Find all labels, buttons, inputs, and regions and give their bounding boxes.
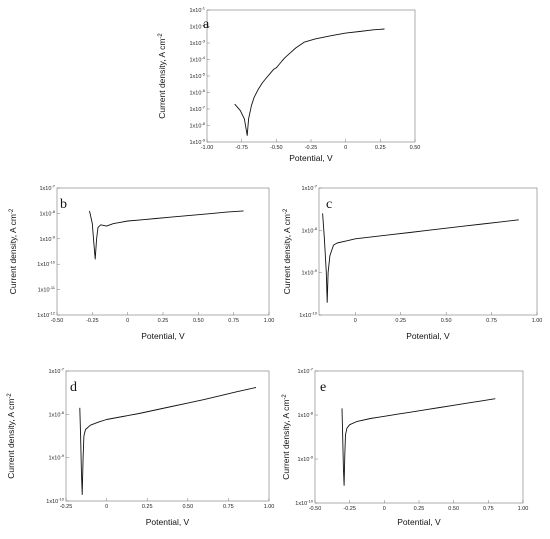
x-tick-label: 0.75 [486,318,497,324]
x-tick-label: 1.00 [532,318,543,324]
x-tick-label: 0 [105,504,108,510]
x-tick-label: 0.25 [375,145,386,151]
y-axis-label: Current density, A cm-2 [8,208,18,294]
x-tick-label: 0.50 [182,504,193,510]
x-tick-label: 0 [126,318,129,324]
x-tick-label: 0.25 [395,318,406,324]
y-tick-label: 1x10-7 [49,367,65,376]
plot-frame [206,9,416,143]
y-tick-label: 1x10-12 [37,311,55,320]
panel-b: 1x10-71x10-81x10-91x10-101x10-111x10-12-… [8,184,274,342]
y-tick-label: 1x10-4 [190,55,206,64]
polarization-curve [234,28,385,136]
x-axis-label: Potential, V [141,331,185,341]
y-tick-label: 1x10-9 [302,268,318,277]
polarization-curve [341,398,496,486]
panel-c: 1x10-7 1x10-8 1x10-9 1x10-10 0 0.25 0.50 0.75 1.… [282,184,542,342]
x-tick-label: -0.25 [343,506,356,512]
x-tick-label: -0.50 [270,145,283,151]
x-tick-label: -1.00 [201,145,214,151]
y-axis-label: Current density, A cm-2 [6,393,16,479]
y-axis-label: Current density, A cm-2 [282,208,292,294]
x-tick-label: 0.50 [441,318,452,324]
y-tick-label: 1x10-3 [190,39,206,48]
panel-a: 1x10-1 1x10-2 1x10-3 1x10-4 1x10-5 1x10-6 1x10… [157,6,420,164]
panel-label: d [70,380,77,395]
polarization-curve [89,210,244,260]
panel-label: a [203,17,210,32]
y-axis-label: Current density, A cm-2 [157,33,167,119]
y-tick-label: 1x10-7 [298,367,314,376]
plot-frame [56,187,270,316]
y-tick-label: 1x10-8 [49,410,65,419]
y-axis-label: Current density, A cm-2 [281,394,291,480]
x-tick-label: 0 [383,506,386,512]
plot-frame [318,187,538,316]
y-tick-label: 1x10-5 [190,72,206,81]
x-tick-label: 0.25 [414,506,425,512]
x-tick-label: 0.50 [193,318,204,324]
plot-frame [314,370,524,504]
y-tick-label: 1x10-8 [190,121,206,130]
y-tick-label: 1x10-7 [302,184,318,193]
x-tick-label: -0.25 [305,145,318,151]
x-tick-label: 0.50 [410,145,421,151]
x-tick-label: 0.25 [142,504,153,510]
x-axis-label: Potential, V [146,517,190,527]
y-tick-label: 1x10-7 [40,184,56,193]
y-tick-label: 1x10-9 [190,138,206,147]
y-tick-label: 1x10-10 [46,497,64,506]
y-tick-label: 1x10-10 [37,260,55,269]
x-axis-label: Potential, V [406,331,450,341]
y-tick-label: 1x10-11 [38,285,56,294]
panel-label: e [320,380,326,395]
x-tick-label: 0.75 [223,504,234,510]
x-tick-label: 0.75 [483,506,494,512]
y-tick-label: 1x10-8 [302,226,318,235]
y-tick-label: 1x10-6 [190,88,206,97]
x-tick-label: -0.50 [309,506,322,512]
y-tick-label: 1x10-9 [40,234,56,243]
x-tick-label: -0.75 [235,145,248,151]
y-tick-label: 1x10-9 [298,455,314,464]
panel-label: b [60,197,67,212]
plot-frame [65,370,270,502]
y-tick-label: 1x10-8 [298,411,314,420]
x-tick-label: 1.00 [264,504,275,510]
x-axis-label: Potential, V [397,517,441,527]
y-tick-label: 1x10-10 [299,311,317,320]
x-tick-label: 0 [354,318,357,324]
polarization-curve [79,387,257,495]
panel-d: 1x10-7 1x10-8 1x10-9 1x10-10-0.25 0 0.25 0.50 0… [6,367,274,528]
y-tick-label: 1x10-9 [49,453,65,462]
y-tick-label: 1x10-2 [190,22,206,31]
y-tick-label: 1x10-7 [190,105,206,114]
x-tick-label: 1.00 [264,318,275,324]
panel-label: c [326,197,332,212]
x-tick-label: 1.00 [518,506,529,512]
x-tick-label: 0.50 [448,506,459,512]
x-tick-label: 0 [344,145,347,151]
panel-e: 1x10-7 1x10-8 1x10-9 1x10-10-0.50 -0.25 0 0.25… [281,367,528,528]
x-axis-label: Potential, V [289,153,333,163]
y-tick-label: 1x10-8 [40,209,56,218]
x-tick-label: -0.50 [51,318,64,324]
polarization-curve [322,213,519,303]
x-tick-label: -0.25 [60,504,73,510]
y-tick-label: 1x10-10 [295,499,313,508]
x-tick-label: 0.75 [228,318,239,324]
x-tick-label: 0.25 [158,318,169,324]
y-tick-label: 1x10-1 [190,6,206,15]
x-tick-label: -0.25 [86,318,99,324]
